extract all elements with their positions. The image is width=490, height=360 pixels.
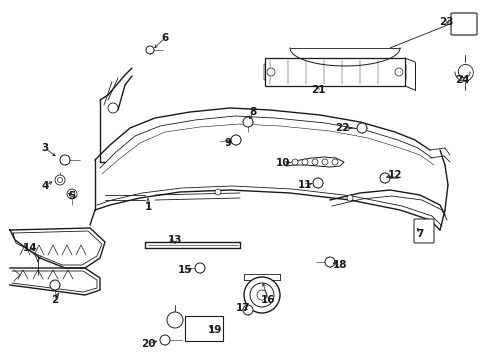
Circle shape	[312, 159, 318, 165]
FancyBboxPatch shape	[392, 64, 406, 80]
FancyBboxPatch shape	[264, 64, 278, 80]
Circle shape	[257, 290, 267, 300]
Circle shape	[167, 312, 183, 328]
Text: 5: 5	[69, 191, 75, 201]
Circle shape	[70, 192, 74, 197]
Circle shape	[108, 103, 118, 113]
Text: 3: 3	[41, 143, 49, 153]
Circle shape	[380, 173, 390, 183]
Text: 22: 22	[335, 123, 349, 133]
Circle shape	[67, 189, 77, 199]
Text: 24: 24	[455, 75, 469, 85]
Text: 11: 11	[298, 180, 312, 190]
Circle shape	[325, 257, 335, 267]
Circle shape	[357, 123, 367, 133]
Circle shape	[243, 305, 253, 315]
Circle shape	[347, 195, 353, 201]
Circle shape	[231, 135, 241, 145]
Text: 4: 4	[41, 181, 49, 191]
Text: 6: 6	[161, 33, 169, 43]
Text: 12: 12	[388, 170, 402, 180]
Text: 23: 23	[439, 17, 453, 27]
Text: 1: 1	[145, 202, 151, 212]
Circle shape	[243, 117, 253, 127]
FancyBboxPatch shape	[451, 13, 477, 35]
Circle shape	[292, 159, 298, 165]
FancyBboxPatch shape	[185, 316, 223, 341]
Text: 19: 19	[208, 325, 222, 335]
Text: 8: 8	[249, 107, 257, 117]
Circle shape	[244, 277, 280, 313]
Circle shape	[395, 68, 403, 76]
Text: 10: 10	[276, 158, 290, 168]
FancyBboxPatch shape	[265, 58, 405, 86]
Text: 21: 21	[311, 85, 325, 95]
Text: 16: 16	[261, 295, 275, 305]
Circle shape	[215, 189, 221, 195]
Circle shape	[195, 263, 205, 273]
Circle shape	[50, 280, 60, 290]
Text: 9: 9	[224, 138, 232, 148]
Circle shape	[313, 178, 323, 188]
Circle shape	[267, 68, 275, 76]
Circle shape	[250, 283, 274, 307]
Circle shape	[302, 159, 308, 165]
Text: 7: 7	[416, 229, 424, 239]
FancyBboxPatch shape	[414, 219, 434, 243]
Circle shape	[57, 177, 63, 183]
Text: 18: 18	[333, 260, 347, 270]
Text: 17: 17	[236, 303, 250, 313]
Text: 15: 15	[178, 265, 192, 275]
Circle shape	[332, 159, 338, 165]
Text: 20: 20	[141, 339, 155, 349]
Text: 14: 14	[23, 243, 37, 253]
Circle shape	[322, 159, 328, 165]
Circle shape	[160, 335, 170, 345]
Text: 2: 2	[51, 295, 59, 305]
Text: 13: 13	[168, 235, 182, 245]
Circle shape	[146, 46, 154, 54]
Circle shape	[55, 175, 65, 185]
Circle shape	[60, 155, 70, 165]
